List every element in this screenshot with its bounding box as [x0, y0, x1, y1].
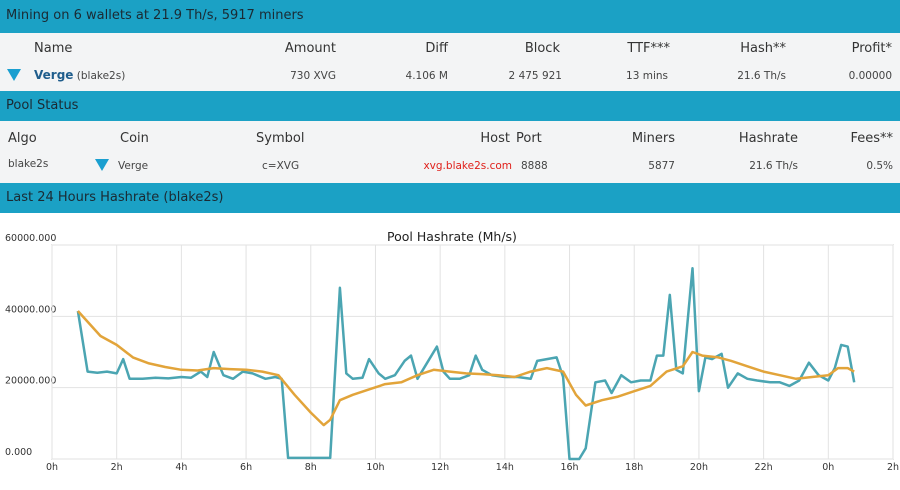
coin-name: Verge	[34, 68, 74, 82]
y-tick-label: 40000.000	[5, 304, 56, 315]
column-header: Hash**	[740, 41, 786, 56]
wallet-name: Verge (blake2s)	[34, 68, 125, 82]
cell: 21.6 Th/s	[749, 160, 798, 172]
section-title: Last 24 Hours Hashrate (blake2s)	[6, 190, 224, 205]
wallets-table: Name Amount Diff Block TTF*** Hash** Pro…	[0, 33, 900, 91]
cell: 2 475 921	[508, 70, 562, 82]
x-tick-label: 14h	[496, 462, 514, 473]
cell: 21.6 Th/s	[737, 70, 786, 82]
column-header: Port	[516, 131, 542, 146]
column-header: Hashrate	[738, 131, 798, 146]
cell: 730 XVG	[290, 70, 336, 82]
plot-area	[51, 244, 894, 460]
cell: blake2s	[8, 158, 49, 170]
x-tick-label: 6h	[240, 462, 252, 473]
chart-title: Pool Hashrate (Mh/s)	[387, 229, 517, 244]
coin-icon	[95, 159, 109, 171]
x-tick-label: 4h	[175, 462, 187, 473]
column-header: TTF***	[627, 41, 670, 56]
series-line	[76, 310, 855, 427]
header-bar: Mining on 6 wallets at 21.9 Th/s, 5917 m…	[0, 0, 900, 33]
x-tick-label: 18h	[625, 462, 643, 473]
header-title: Mining on 6 wallets at 21.9 Th/s, 5917 m…	[6, 8, 304, 23]
x-tick-label: 22h	[755, 462, 773, 473]
x-tick-label: 8h	[305, 462, 317, 473]
x-tick-label: 0h	[46, 462, 58, 473]
y-tick-label: 0.000	[5, 447, 32, 458]
cell: 13 mins	[626, 70, 668, 82]
x-tick-label: 2h	[887, 462, 899, 473]
x-tick-label: 10h	[366, 462, 384, 473]
section-bar: Pool Status	[0, 91, 900, 121]
column-header: Algo	[8, 131, 37, 146]
x-tick-label: 20h	[690, 462, 708, 473]
column-header: Fees**	[850, 131, 893, 146]
cell: Verge	[118, 160, 149, 172]
column-header: Name	[34, 41, 73, 56]
column-header: Symbol	[256, 131, 305, 146]
coin-icon	[7, 69, 21, 81]
pool-status-table: Algo Coin Symbol Host Port Miners Hashra…	[0, 121, 900, 183]
cell: 4.106 M	[405, 70, 448, 82]
coin-algo: (blake2s)	[76, 70, 126, 82]
cell: 0.5%	[866, 160, 893, 172]
y-tick-label: 20000.000	[5, 376, 56, 387]
host-link[interactable]: xvg.blake2s.com	[423, 160, 512, 172]
section-bar: Last 24 Hours Hashrate (blake2s)	[0, 183, 900, 213]
column-header: Host	[480, 131, 510, 146]
x-tick-label: 12h	[431, 462, 449, 473]
column-header: Profit*	[851, 41, 892, 56]
column-header: Coin	[120, 131, 149, 146]
chart: Pool Hashrate (Mh/s) 0.000 20000.000 40000…	[5, 229, 899, 473]
cell: 5877	[648, 160, 675, 172]
section-title: Pool Status	[6, 98, 79, 113]
cell: c=XVG	[262, 160, 300, 172]
column-header: Miners	[631, 131, 675, 146]
cell: 0.00000	[848, 70, 892, 82]
x-tick-label: 16h	[560, 462, 578, 473]
column-header: Amount	[284, 41, 336, 56]
column-header: Block	[524, 41, 560, 56]
x-tick-label: 0h	[822, 462, 834, 473]
x-tick-label: 2h	[111, 462, 123, 473]
column-header: Diff	[425, 41, 448, 56]
cell: 8888	[521, 160, 548, 172]
y-tick-label: 60000.000	[5, 233, 56, 244]
